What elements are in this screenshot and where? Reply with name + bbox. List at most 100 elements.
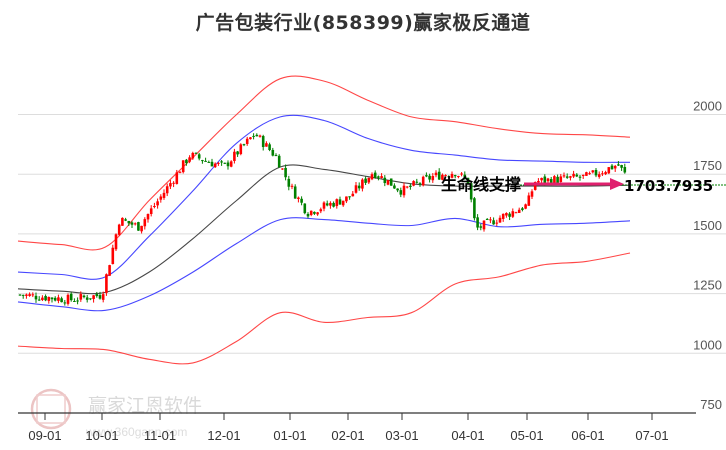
candle	[604, 172, 607, 175]
candle	[533, 182, 537, 190]
candle	[402, 185, 406, 196]
candle	[492, 220, 495, 225]
candle	[303, 203, 307, 214]
candle	[437, 171, 441, 180]
candle	[453, 175, 457, 177]
candle	[41, 297, 44, 301]
candle	[319, 209, 323, 212]
candle	[546, 178, 550, 182]
candle	[351, 193, 355, 197]
candle	[242, 144, 246, 146]
x-tick-label: 03-01	[385, 428, 418, 443]
support-value: 1703.7935	[624, 177, 713, 195]
candle	[460, 173, 463, 175]
candle	[53, 297, 57, 301]
candle	[421, 176, 425, 186]
candle	[380, 176, 383, 179]
candle	[562, 175, 566, 177]
candle	[473, 198, 476, 219]
candle	[332, 202, 335, 207]
x-tick-label: 01-01	[273, 428, 306, 443]
candle	[159, 196, 163, 200]
candle	[121, 217, 124, 226]
candle	[383, 177, 387, 184]
candle	[367, 177, 371, 183]
candle	[191, 152, 195, 159]
candle	[361, 179, 364, 189]
candle	[268, 144, 271, 151]
candle	[210, 161, 214, 167]
candle	[217, 162, 220, 164]
candle	[527, 195, 531, 206]
candle	[364, 178, 367, 183]
candle	[501, 213, 505, 219]
x-tick-label: 06-01	[571, 428, 604, 443]
candle	[172, 182, 175, 184]
candle	[79, 294, 83, 300]
candle	[130, 222, 134, 225]
candle	[213, 163, 217, 168]
candle	[63, 302, 67, 304]
candle	[133, 223, 137, 225]
candle	[92, 295, 95, 300]
candle	[233, 151, 236, 161]
candle	[396, 188, 399, 191]
candle	[386, 180, 390, 185]
candle	[329, 202, 332, 206]
candle	[137, 222, 140, 231]
candle	[204, 160, 207, 162]
candle	[194, 152, 198, 154]
arrow-head-icon	[610, 178, 624, 190]
candle	[469, 183, 473, 200]
candle	[505, 213, 508, 216]
candle	[585, 172, 588, 176]
candle	[188, 157, 191, 162]
candle	[588, 173, 591, 175]
candle	[591, 170, 595, 173]
candle	[95, 294, 99, 297]
candle	[82, 295, 86, 298]
candle	[255, 134, 259, 137]
candle	[98, 295, 102, 299]
y-tick-label: 1250	[693, 278, 722, 293]
candle	[549, 179, 553, 185]
candle	[578, 176, 582, 178]
candle	[495, 222, 499, 224]
candle	[418, 183, 422, 185]
candle	[281, 168, 284, 170]
candle	[114, 234, 118, 250]
candle	[370, 174, 374, 180]
candle	[514, 212, 518, 214]
candle	[37, 299, 41, 301]
candle	[354, 185, 358, 193]
candle	[450, 173, 454, 178]
candle	[127, 220, 131, 224]
candle	[543, 176, 547, 183]
candle	[479, 226, 483, 228]
candle	[226, 162, 230, 167]
candle	[287, 178, 291, 187]
candle	[341, 200, 345, 206]
candle	[441, 174, 444, 180]
support-label: 生命线支撑	[441, 175, 521, 194]
candle	[581, 174, 585, 176]
candle	[389, 178, 393, 186]
candle	[34, 295, 38, 300]
candle	[21, 294, 25, 296]
candle	[345, 196, 348, 202]
band-midline	[17, 164, 631, 295]
candle	[101, 294, 105, 300]
candle	[50, 297, 54, 300]
candle	[181, 160, 185, 173]
x-tick-label: 11-01	[144, 428, 176, 443]
candle	[265, 143, 268, 147]
candle	[197, 154, 201, 159]
candlesticks	[18, 133, 627, 306]
candle	[524, 204, 527, 209]
candle	[521, 208, 524, 210]
candle	[476, 217, 479, 228]
candle	[178, 172, 182, 174]
support-annotation: 生命线支撑 1703.7935	[441, 175, 726, 195]
candle	[274, 155, 278, 157]
